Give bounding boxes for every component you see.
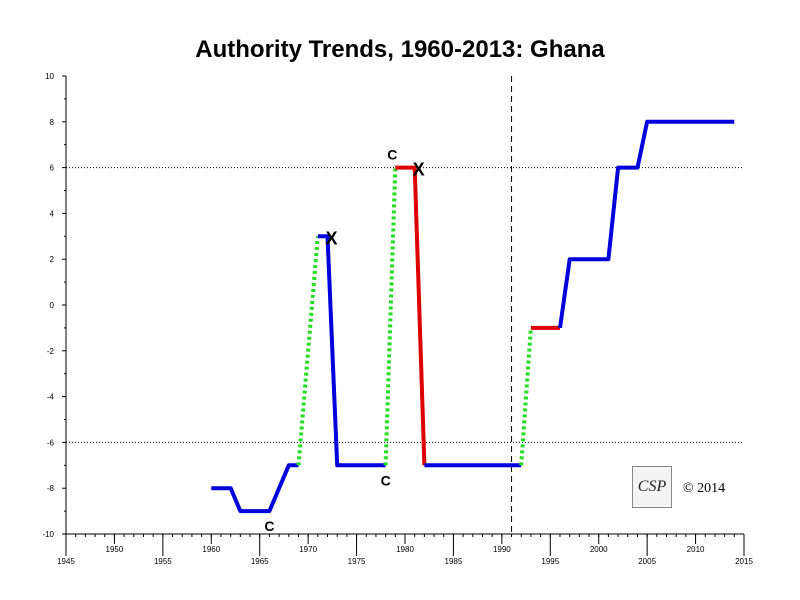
series-segment (395, 165, 427, 466)
y-tick-label: -2 (47, 347, 55, 356)
series-segment (317, 234, 386, 468)
annotation-x-marker: X (326, 228, 338, 248)
y-tick-label: 0 (50, 301, 55, 310)
series-segment (296, 236, 320, 466)
x-tick-label: 1980 (396, 545, 414, 554)
y-tick-label: -4 (47, 393, 55, 402)
x-tick-label: 2010 (687, 545, 705, 554)
series-segment (383, 167, 398, 466)
x-tick-label: 1950 (106, 545, 124, 554)
y-tick-label: -6 (47, 438, 55, 447)
x-tick-label: 2005 (638, 557, 656, 566)
x-tick-label: 2000 (590, 545, 608, 554)
x-tick-label: 1990 (493, 545, 511, 554)
x-tick-label: 1965 (251, 557, 269, 566)
annotation-label: C (264, 518, 274, 534)
x-tick-label: 1945 (57, 557, 75, 566)
x-tick-label: 1975 (348, 557, 366, 566)
data-series (211, 119, 735, 514)
y-tick-label: -8 (47, 484, 55, 493)
csp-logo: CSP (632, 466, 672, 508)
y-tick-label: 10 (45, 72, 54, 81)
y-tick-label: 4 (50, 209, 55, 218)
y-tick-label: 6 (50, 164, 55, 173)
y-tick-label: 2 (50, 255, 55, 264)
y-tick-label: 8 (50, 118, 55, 127)
chart-title: Authority Trends, 1960-2013: Ghana (195, 36, 605, 63)
x-tick-label: 2015 (735, 557, 753, 566)
series-segment (211, 463, 299, 514)
annotation-label: C (387, 147, 397, 163)
x-tick-label: 1985 (445, 557, 463, 566)
x-tick-label: 1970 (299, 545, 317, 554)
y-tick-label: -10 (42, 530, 54, 539)
x-tick-label: 1995 (541, 557, 559, 566)
annotation-x-marker: X (413, 160, 425, 180)
annotation-label: C (381, 472, 391, 488)
series-segment (519, 327, 533, 466)
series-segment (558, 119, 735, 329)
x-tick-label: 1955 (154, 557, 172, 566)
chart-axes: -10 -8 -6 -4 -2 0 2 4 6 8 10 1945 1950 1955 1960 1965 19… (42, 72, 753, 566)
x-tick-label: 1960 (202, 545, 220, 554)
copyright-notice: © 2014 (683, 481, 726, 496)
